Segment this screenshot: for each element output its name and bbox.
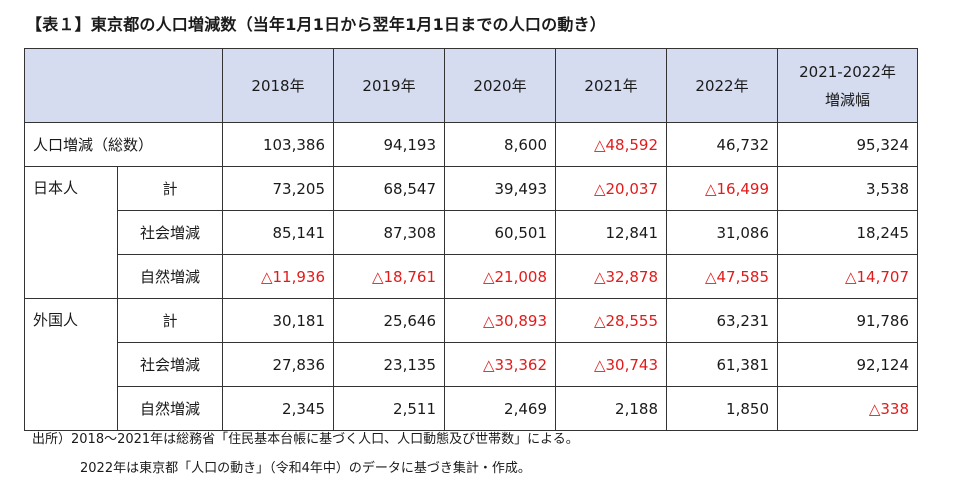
value-cell: 92,124 bbox=[777, 342, 918, 387]
value-cell: △11,936 bbox=[222, 254, 334, 299]
value-cell: 12,841 bbox=[555, 210, 667, 255]
row-label-total: 人口増減（総数） bbox=[33, 136, 154, 154]
table-row-foreign-social: 社会増減 27,836 23,135 △33,362 △30,743 61,38… bbox=[24, 342, 918, 387]
value-cell: 2,188 bbox=[555, 386, 667, 431]
header-year-2019: 2019年 bbox=[333, 48, 445, 123]
header-year-2021: 2021年 bbox=[555, 48, 667, 123]
table-row-foreign-total: 外国人 計 30,181 25,646 △30,893 △28,555 63,2… bbox=[24, 298, 918, 343]
value-cell: △32,878 bbox=[555, 254, 667, 299]
row-label-foreign-natural: 自然増減 bbox=[117, 386, 223, 431]
value-cell: 73,205 bbox=[222, 166, 334, 211]
value-cell: 94,193 bbox=[333, 122, 445, 167]
value-cell: 2,469 bbox=[444, 386, 556, 431]
value-cell: 95,324 bbox=[777, 122, 918, 167]
value-cell: 103,386 bbox=[222, 122, 334, 167]
value-cell: △30,743 bbox=[555, 342, 667, 387]
row-label-foreign-social: 社会増減 bbox=[117, 342, 223, 387]
value-cell: 3,538 bbox=[777, 166, 918, 211]
row-label-foreign-total: 計 bbox=[117, 298, 223, 343]
value-cell: 30,181 bbox=[222, 298, 334, 343]
value-cell: △30,893 bbox=[444, 298, 556, 343]
value-cell: 31,086 bbox=[666, 210, 778, 255]
value-cell: 87,308 bbox=[333, 210, 445, 255]
table-row-total: 人口増減（総数） 103,386 94,193 8,600 △48,592 46… bbox=[24, 122, 918, 167]
value-cell: △21,008 bbox=[444, 254, 556, 299]
value-cell: △20,037 bbox=[555, 166, 667, 211]
value-cell: △338 bbox=[777, 386, 918, 431]
row-label-japanese-total: 計 bbox=[117, 166, 223, 211]
header-blank-cell bbox=[24, 48, 223, 123]
header-year-2018: 2018年 bbox=[222, 48, 334, 123]
value-cell: △14,707 bbox=[777, 254, 918, 299]
value-cell: 68,547 bbox=[333, 166, 445, 211]
value-cell: 8,600 bbox=[444, 122, 556, 167]
value-cell: 61,381 bbox=[666, 342, 778, 387]
value-cell: 46,732 bbox=[666, 122, 778, 167]
value-cell: △48,592 bbox=[555, 122, 667, 167]
table-row-japanese-social: 社会増減 85,141 87,308 60,501 12,841 31,086 … bbox=[24, 210, 918, 255]
source-note-line2: 2022年は東京都「人口の動き」（令和4年中）のデータに基づき集計・作成。 bbox=[80, 461, 531, 476]
value-cell: 60,501 bbox=[444, 210, 556, 255]
value-cell: 1,850 bbox=[666, 386, 778, 431]
header-change-range-line2: 増減幅 bbox=[824, 90, 870, 109]
value-cell: △28,555 bbox=[555, 298, 667, 343]
table-row-japanese-natural: 自然増減 △11,936 △18,761 △21,008 △32,878 △47… bbox=[24, 254, 918, 299]
value-cell: 27,836 bbox=[222, 342, 334, 387]
value-cell: 18,245 bbox=[777, 210, 918, 255]
value-cell: 2,345 bbox=[222, 386, 334, 431]
value-cell: △47,585 bbox=[666, 254, 778, 299]
value-cell: 91,786 bbox=[777, 298, 918, 343]
value-cell: △33,362 bbox=[444, 342, 556, 387]
category-japanese: 日本人 bbox=[33, 179, 79, 197]
header-row: 2018年 2019年 2020年 2021年 2022年 2021-2022年… bbox=[24, 48, 918, 123]
value-cell: 25,646 bbox=[333, 298, 445, 343]
value-cell: 85,141 bbox=[222, 210, 334, 255]
value-cell: 63,231 bbox=[666, 298, 778, 343]
table-row-foreign-natural: 自然増減 2,345 2,511 2,469 2,188 1,850 △338 bbox=[24, 386, 918, 431]
table-title: 【表１】東京都の人口増減数（当年1月1日から翌年1月1日までの人口の動き） bbox=[26, 15, 606, 34]
source-note-line1: 出所）2018～2021年は総務省「住民基本台帳に基づく人口、人口動態及び世帯数… bbox=[32, 432, 579, 447]
value-cell: △16,499 bbox=[666, 166, 778, 211]
value-cell: 2,511 bbox=[333, 386, 445, 431]
row-label-japanese-natural: 自然増減 bbox=[117, 254, 223, 299]
value-cell: 23,135 bbox=[333, 342, 445, 387]
table-row-japanese-total: 日本人 計 73,205 68,547 39,493 △20,037 △16,4… bbox=[24, 166, 918, 211]
header-year-2020: 2020年 bbox=[444, 48, 556, 123]
value-cell: △18,761 bbox=[333, 254, 445, 299]
header-change-range-line1: 2021-2022年 bbox=[799, 62, 896, 81]
header-year-2022: 2022年 bbox=[666, 48, 778, 123]
header-change-range: 2021-2022年 増減幅 bbox=[777, 48, 918, 123]
source-notes: 出所）2018～2021年は総務省「住民基本台帳に基づく人口、人口動態及び世帯数… bbox=[32, 425, 579, 483]
row-label-japanese-social: 社会増減 bbox=[117, 210, 223, 255]
category-foreign: 外国人 bbox=[33, 311, 79, 329]
value-cell: 39,493 bbox=[444, 166, 556, 211]
population-table: 2018年 2019年 2020年 2021年 2022年 2021-2022年… bbox=[24, 48, 918, 431]
